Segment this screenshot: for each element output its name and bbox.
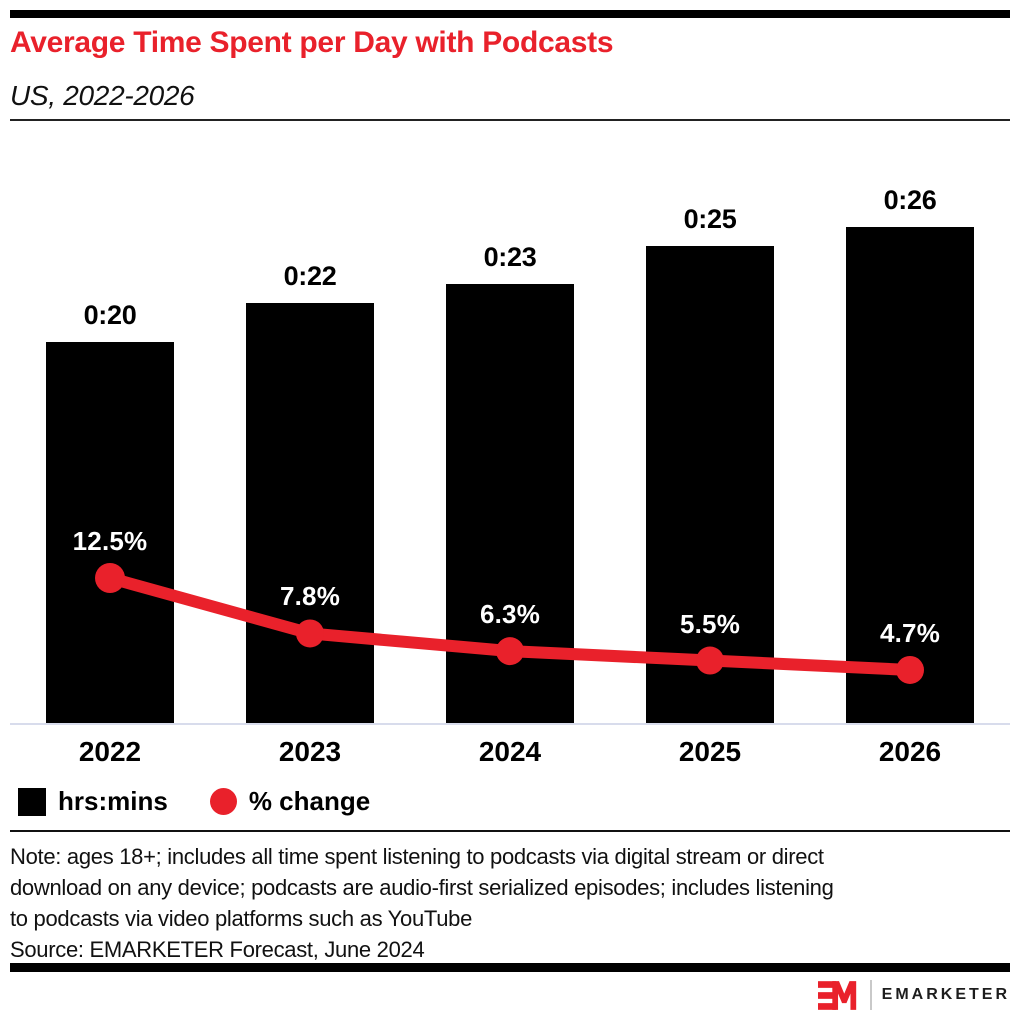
bar-value-label: 0:22 (283, 261, 337, 292)
bar-2024 (446, 284, 574, 723)
page-title: Average Time Spent per Day with Podcasts (10, 26, 614, 59)
logo-divider (869, 980, 872, 1010)
line-swatch-icon (209, 788, 237, 815)
x-axis-label: 2022 (78, 736, 142, 767)
em-logo-icon (817, 980, 856, 1010)
bar-value-label: 0:25 (683, 204, 737, 235)
x-axis-label: 2024 (478, 736, 542, 767)
x-axis-line (10, 723, 1010, 725)
note-divider (10, 830, 1010, 832)
bar-value-label: 0:20 (83, 299, 137, 330)
pct-change-label: 12.5% (72, 526, 148, 557)
bar-2026 (846, 227, 974, 723)
legend-item-hrs-mins: hrs:mins (18, 786, 168, 817)
bar-value-label: 0:23 (483, 242, 537, 273)
bar-2023 (246, 303, 374, 723)
note-text: Note: ages 18+; includes all time spent … (10, 841, 834, 934)
pct-change-label: 5.5% (679, 608, 741, 639)
header-divider (10, 119, 1010, 121)
emarketer-logo-text: EMARKETER (881, 986, 1010, 1003)
bar-swatch-icon (18, 787, 46, 816)
legend-label: hrs:mins (58, 786, 168, 816)
note-line: to podcasts via video platforms such as … (10, 906, 473, 931)
bottom-border-rule (10, 963, 1010, 972)
legend: hrs:mins % change (18, 786, 370, 817)
pct-change-label: 6.3% (479, 599, 541, 630)
top-border-rule (10, 10, 1010, 18)
x-axis-label: 2023 (278, 736, 342, 767)
note-line: download on any device; podcasts are aud… (10, 875, 834, 900)
source-text: Source: EMARKETER Forecast, June 2024 (10, 937, 425, 962)
note-line: Note: ages 18+; includes all time spent … (10, 844, 824, 869)
bar-2025 (646, 246, 774, 723)
legend-item-pct-change: % change (209, 786, 371, 817)
pct-change-label: 7.8% (279, 581, 341, 612)
x-axis-label: 2025 (678, 736, 742, 767)
x-axis-label: 2026 (878, 736, 942, 767)
bar-value-label: 0:26 (883, 185, 937, 216)
emarketer-logo: EMARKETER (817, 977, 1010, 1013)
legend-label: % change (248, 786, 371, 816)
page-subtitle: US, 2022-2026 (10, 80, 195, 111)
pct-change-label: 4.7% (879, 617, 941, 648)
